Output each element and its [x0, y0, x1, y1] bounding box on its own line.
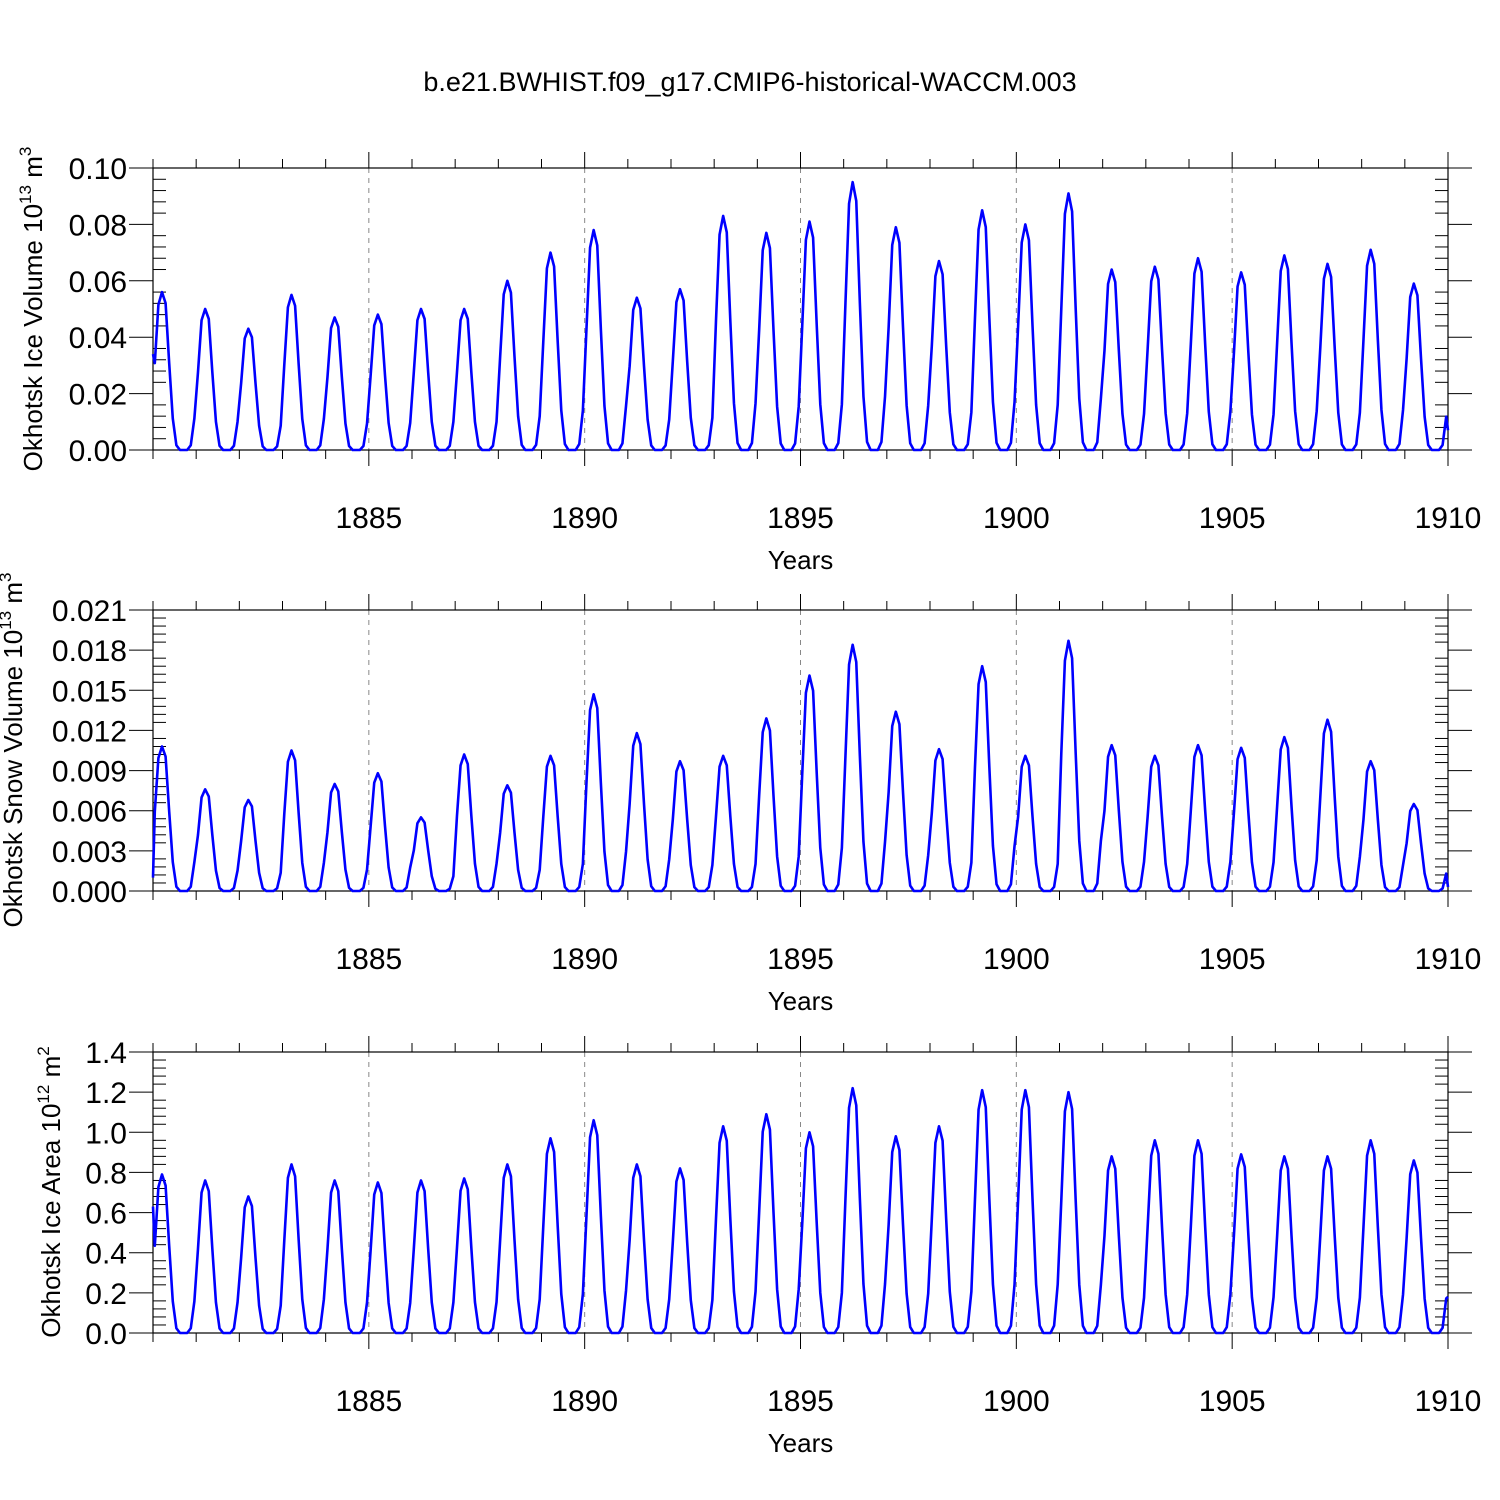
chart-panel-2: 0.000 0.003 0.006 0.009 0.012 0.015 0.018 0.021… [0, 573, 1481, 1017]
y-tick-label: 0.021 [52, 595, 127, 628]
y-tick-label: 0.08 [69, 209, 127, 242]
series-line [151, 1086, 1449, 1335]
y-axis-title-part: 12 [34, 1085, 53, 1104]
x-tick-label: 1910 [1415, 1385, 1482, 1418]
y-axis-title-part: 13 [16, 185, 35, 204]
y-tick-label: 0.018 [52, 635, 127, 668]
x-tick-label: 1885 [335, 1385, 402, 1418]
x-tick-label: 1885 [335, 943, 402, 976]
y-axis-title: Okhotsk Ice Volume 1013 m3 [16, 147, 48, 472]
x-tick-label: 1905 [1199, 943, 1266, 976]
y-tick-label: 0.000 [52, 876, 127, 909]
y-tick-label: 0.4 [85, 1238, 127, 1271]
y-axis-title-part: 3 [0, 573, 15, 582]
x-axis-title: Years [768, 545, 834, 575]
x-tick-label: 1905 [1199, 1385, 1266, 1418]
x-axis-title: Years [768, 1428, 834, 1458]
x-tick-label: 1900 [983, 502, 1050, 535]
figure-title: b.e21.BWHIST.f09_g17.CMIP6-historical-WA… [423, 67, 1076, 97]
y-tick-label: 1.0 [85, 1117, 127, 1150]
x-tick-label: 1890 [551, 1385, 618, 1418]
y-tick-label: 0.015 [52, 675, 127, 708]
y-axis-title-part: 2 [34, 1046, 53, 1055]
x-tick-label: 1910 [1415, 943, 1482, 976]
x-tick-label: 1895 [767, 943, 834, 976]
y-tick-label: 0.10 [69, 153, 127, 186]
y-tick-label: 1.2 [85, 1077, 127, 1110]
y-axis-title-part: Okhotsk Snow Volume 10 [0, 630, 28, 928]
x-tick-label: 1890 [551, 502, 618, 535]
y-axis-title-part: m [0, 582, 28, 611]
series-line [151, 639, 1450, 893]
y-axis-title-part: 13 [0, 611, 15, 630]
y-tick-label: 0.003 [52, 836, 127, 869]
y-tick-label: 0.0 [85, 1318, 127, 1351]
y-axis-title-part: m [18, 156, 48, 185]
y-tick-label: 0.012 [52, 715, 127, 748]
x-tick-label: 1905 [1199, 502, 1266, 535]
y-tick-label: 0.2 [85, 1278, 127, 1311]
x-tick-label: 1910 [1415, 502, 1482, 535]
y-axis-title-part: Okhotsk Ice Area 10 [36, 1104, 66, 1338]
y-axis-title-part: Okhotsk Ice Volume 10 [18, 204, 48, 471]
x-tick-label: 1885 [335, 502, 402, 535]
x-tick-label: 1900 [983, 1385, 1050, 1418]
y-tick-label: 0.00 [69, 435, 127, 468]
y-axis-title-part: 3 [16, 147, 35, 156]
y-axis-title-part: m [36, 1056, 66, 1085]
y-tick-label: 1.4 [85, 1037, 127, 1070]
x-tick-label: 1895 [767, 502, 834, 535]
y-tick-label: 0.04 [69, 322, 127, 355]
x-tick-label: 1895 [767, 1385, 834, 1418]
chart-panel-1: 0.00 0.02 0.04 0.06 0.08 0.10 1885 1890 1895 1900… [16, 147, 1481, 575]
y-axis-title: Okhotsk Ice Area 1012 m2 [34, 1046, 66, 1337]
series-line [151, 180, 1450, 452]
y-tick-label: 0.009 [52, 756, 127, 789]
x-tick-label: 1900 [983, 943, 1050, 976]
x-axis-title: Years [768, 986, 834, 1016]
y-tick-label: 0.006 [52, 796, 127, 829]
y-tick-label: 0.8 [85, 1157, 127, 1190]
y-tick-label: 0.06 [69, 266, 127, 299]
y-axis-title: Okhotsk Snow Volume 1013 m3 [0, 573, 28, 928]
chart-panel-3: 0.0 0.2 0.4 0.6 0.8 1.0 1.2 1.4 1885 1890 1895 1900… [34, 1036, 1481, 1458]
x-tick-label: 1890 [551, 943, 618, 976]
y-tick-label: 0.6 [85, 1198, 127, 1231]
y-tick-label: 0.02 [69, 379, 127, 412]
